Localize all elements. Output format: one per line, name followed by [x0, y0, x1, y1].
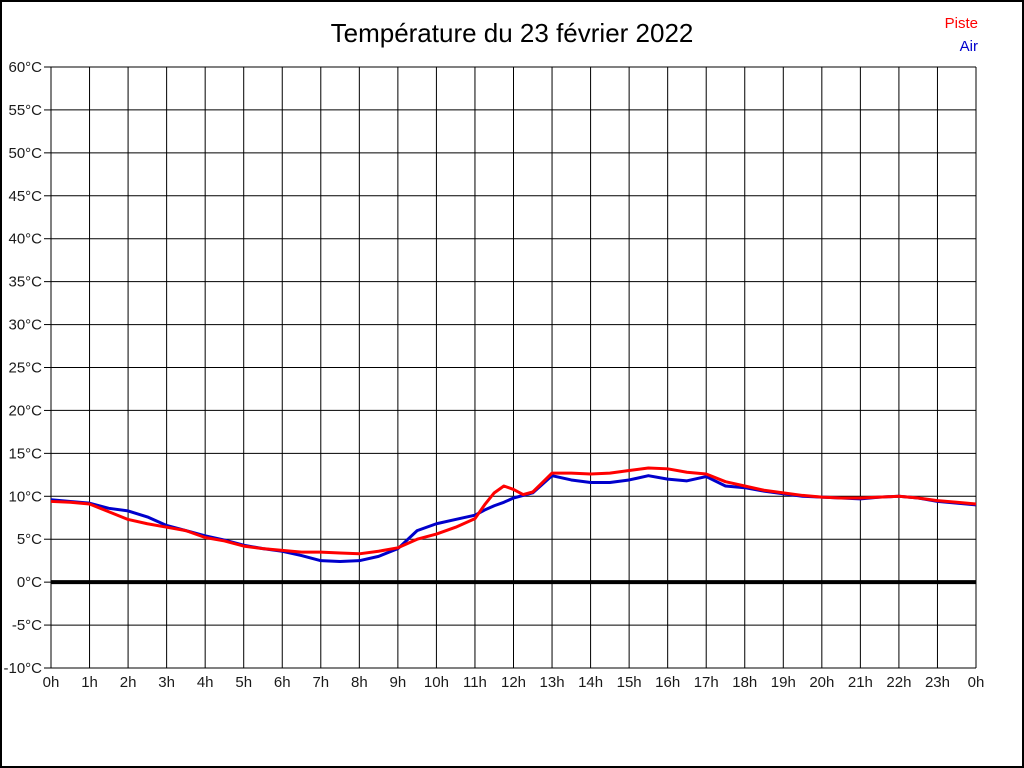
y-tick-label: 30°C — [8, 317, 42, 334]
x-tick-label: 14h — [578, 674, 603, 691]
y-tick-label: 55°C — [8, 102, 42, 119]
x-tick-label: 16h — [655, 674, 680, 691]
y-tick-label: 25°C — [8, 360, 42, 377]
x-tick-label: 4h — [197, 674, 214, 691]
x-tick-label: 18h — [732, 674, 757, 691]
y-tick-label: 50°C — [8, 145, 42, 162]
x-tick-label: 10h — [424, 674, 449, 691]
piste-line — [50, 466, 977, 556]
y-tick-label: 35°C — [8, 274, 42, 291]
x-tick-label: 22h — [886, 674, 911, 691]
legend-item-air: Air — [959, 38, 978, 55]
x-tick-label: 13h — [540, 674, 565, 691]
y-tick-label: 60°C — [8, 59, 42, 76]
y-tick-label: 10°C — [8, 488, 42, 505]
x-tick-label: 0h — [43, 674, 60, 691]
x-tick-label: 2h — [120, 674, 137, 691]
y-tick-label: 5°C — [17, 531, 42, 548]
y-tick-label: -5°C — [12, 617, 42, 634]
y-tick-label: 0°C — [17, 574, 42, 591]
x-tick-label: 15h — [617, 674, 642, 691]
y-tick-label: 45°C — [8, 188, 42, 205]
x-tick-label: 19h — [771, 674, 796, 691]
x-tick-label: 20h — [809, 674, 834, 691]
x-tick-label: 9h — [390, 674, 407, 691]
x-tick-label: 6h — [274, 674, 291, 691]
y-tick-label: 40°C — [8, 231, 42, 248]
legend: Piste Air — [945, 12, 978, 58]
x-tick-label: 8h — [351, 674, 368, 691]
legend-item-piste: Piste — [944, 15, 978, 32]
x-tick-label: 3h — [158, 674, 175, 691]
x-tick-label: 7h — [312, 674, 329, 691]
x-tick-label: 23h — [925, 674, 950, 691]
y-tick-label: 20°C — [8, 402, 42, 419]
x-tick-label: 17h — [694, 674, 719, 691]
x-tick-label: 12h — [501, 674, 526, 691]
x-tick-label: 1h — [81, 674, 98, 691]
x-tick-label: 21h — [848, 674, 873, 691]
x-tick-label: 0h — [968, 674, 985, 691]
y-tick-label: 15°C — [8, 445, 42, 462]
y-tick-label: -10°C — [3, 660, 42, 677]
x-tick-label: 5h — [235, 674, 252, 691]
chart-title: Température du 23 février 2022 — [330, 18, 694, 48]
x-tick-label: 11h — [463, 674, 487, 691]
